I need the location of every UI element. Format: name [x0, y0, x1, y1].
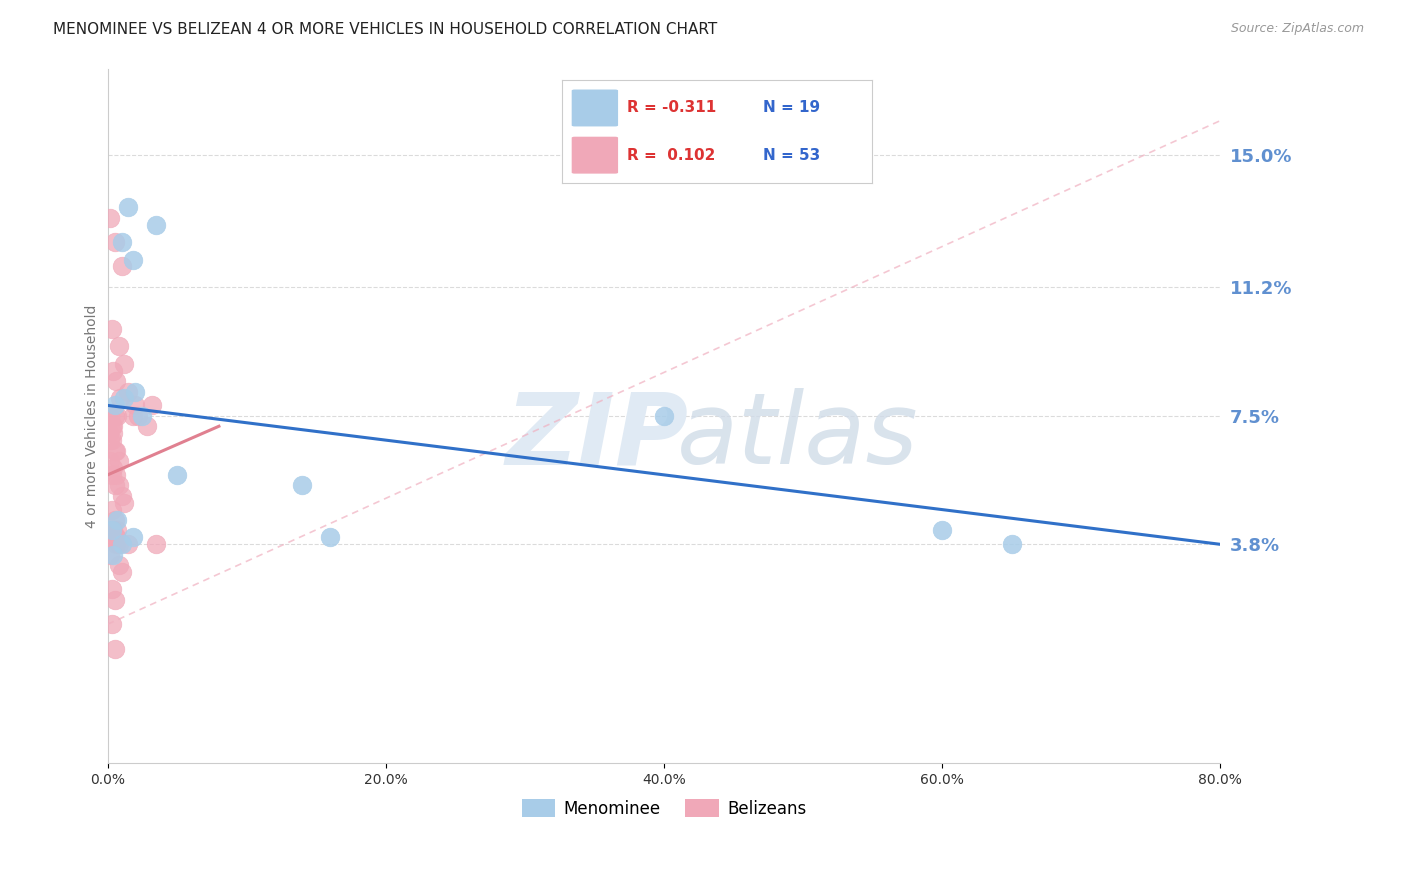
Point — [98, 426, 121, 441]
Text: R = -0.311: R = -0.311 — [627, 101, 717, 115]
Text: ZIP: ZIP — [506, 388, 689, 485]
Point — [103, 513, 125, 527]
Point — [103, 409, 125, 423]
Point — [101, 582, 124, 597]
Point — [105, 524, 128, 538]
Point — [103, 593, 125, 607]
Point — [117, 537, 139, 551]
Point — [103, 235, 125, 249]
Point — [103, 398, 125, 412]
Point — [108, 392, 131, 406]
Point — [121, 252, 143, 267]
Text: N = 19: N = 19 — [763, 101, 821, 115]
Point — [103, 548, 125, 562]
Point — [110, 537, 132, 551]
Point — [100, 409, 122, 423]
Point — [103, 461, 125, 475]
Point — [107, 478, 129, 492]
Y-axis label: 4 or more Vehicles in Household: 4 or more Vehicles in Household — [86, 304, 100, 527]
Point — [100, 433, 122, 447]
Point — [1001, 537, 1024, 551]
Point — [131, 409, 153, 423]
Point — [107, 537, 129, 551]
Point — [291, 478, 314, 492]
Text: MENOMINEE VS BELIZEAN 4 OR MORE VEHICLES IN HOUSEHOLD CORRELATION CHART: MENOMINEE VS BELIZEAN 4 OR MORE VEHICLES… — [53, 22, 717, 37]
Point — [107, 558, 129, 573]
Point — [103, 364, 125, 378]
Point — [105, 409, 128, 423]
Point — [127, 409, 149, 423]
Point — [319, 530, 342, 544]
Point — [112, 496, 135, 510]
Point — [117, 201, 139, 215]
Point — [101, 467, 124, 482]
Point — [107, 454, 129, 468]
Point — [166, 467, 188, 482]
Point — [103, 641, 125, 656]
Point — [117, 384, 139, 399]
Point — [145, 218, 167, 232]
Point — [124, 384, 146, 399]
FancyBboxPatch shape — [572, 136, 619, 174]
Point — [110, 565, 132, 579]
Point — [103, 478, 125, 492]
Point — [104, 537, 127, 551]
Point — [110, 489, 132, 503]
Point — [103, 426, 125, 441]
Point — [101, 322, 124, 336]
Point — [124, 398, 146, 412]
Point — [101, 617, 124, 632]
Text: Source: ZipAtlas.com: Source: ZipAtlas.com — [1230, 22, 1364, 36]
Point — [145, 537, 167, 551]
Point — [110, 235, 132, 249]
Point — [103, 524, 125, 538]
Point — [112, 392, 135, 406]
FancyBboxPatch shape — [572, 89, 619, 127]
Point — [135, 419, 157, 434]
Point — [121, 530, 143, 544]
Point — [104, 374, 127, 388]
Point — [101, 433, 124, 447]
Point — [100, 454, 122, 468]
Point — [121, 409, 143, 423]
Point — [112, 357, 135, 371]
Legend: Menominee, Belizeans: Menominee, Belizeans — [515, 793, 813, 824]
Point — [100, 548, 122, 562]
Point — [652, 409, 675, 423]
Text: atlas: atlas — [676, 388, 918, 485]
Point — [101, 524, 124, 538]
Point — [103, 443, 125, 458]
Point — [103, 530, 125, 544]
Point — [104, 467, 127, 482]
Point — [104, 530, 127, 544]
Point — [100, 211, 122, 225]
Point — [931, 524, 953, 538]
Point — [107, 339, 129, 353]
Point — [101, 502, 124, 516]
Point — [104, 443, 127, 458]
Text: R =  0.102: R = 0.102 — [627, 148, 716, 162]
Point — [105, 513, 128, 527]
Point — [104, 530, 127, 544]
Point — [101, 419, 124, 434]
Point — [141, 398, 163, 412]
Point — [110, 260, 132, 274]
Text: N = 53: N = 53 — [763, 148, 821, 162]
Point — [103, 419, 125, 434]
